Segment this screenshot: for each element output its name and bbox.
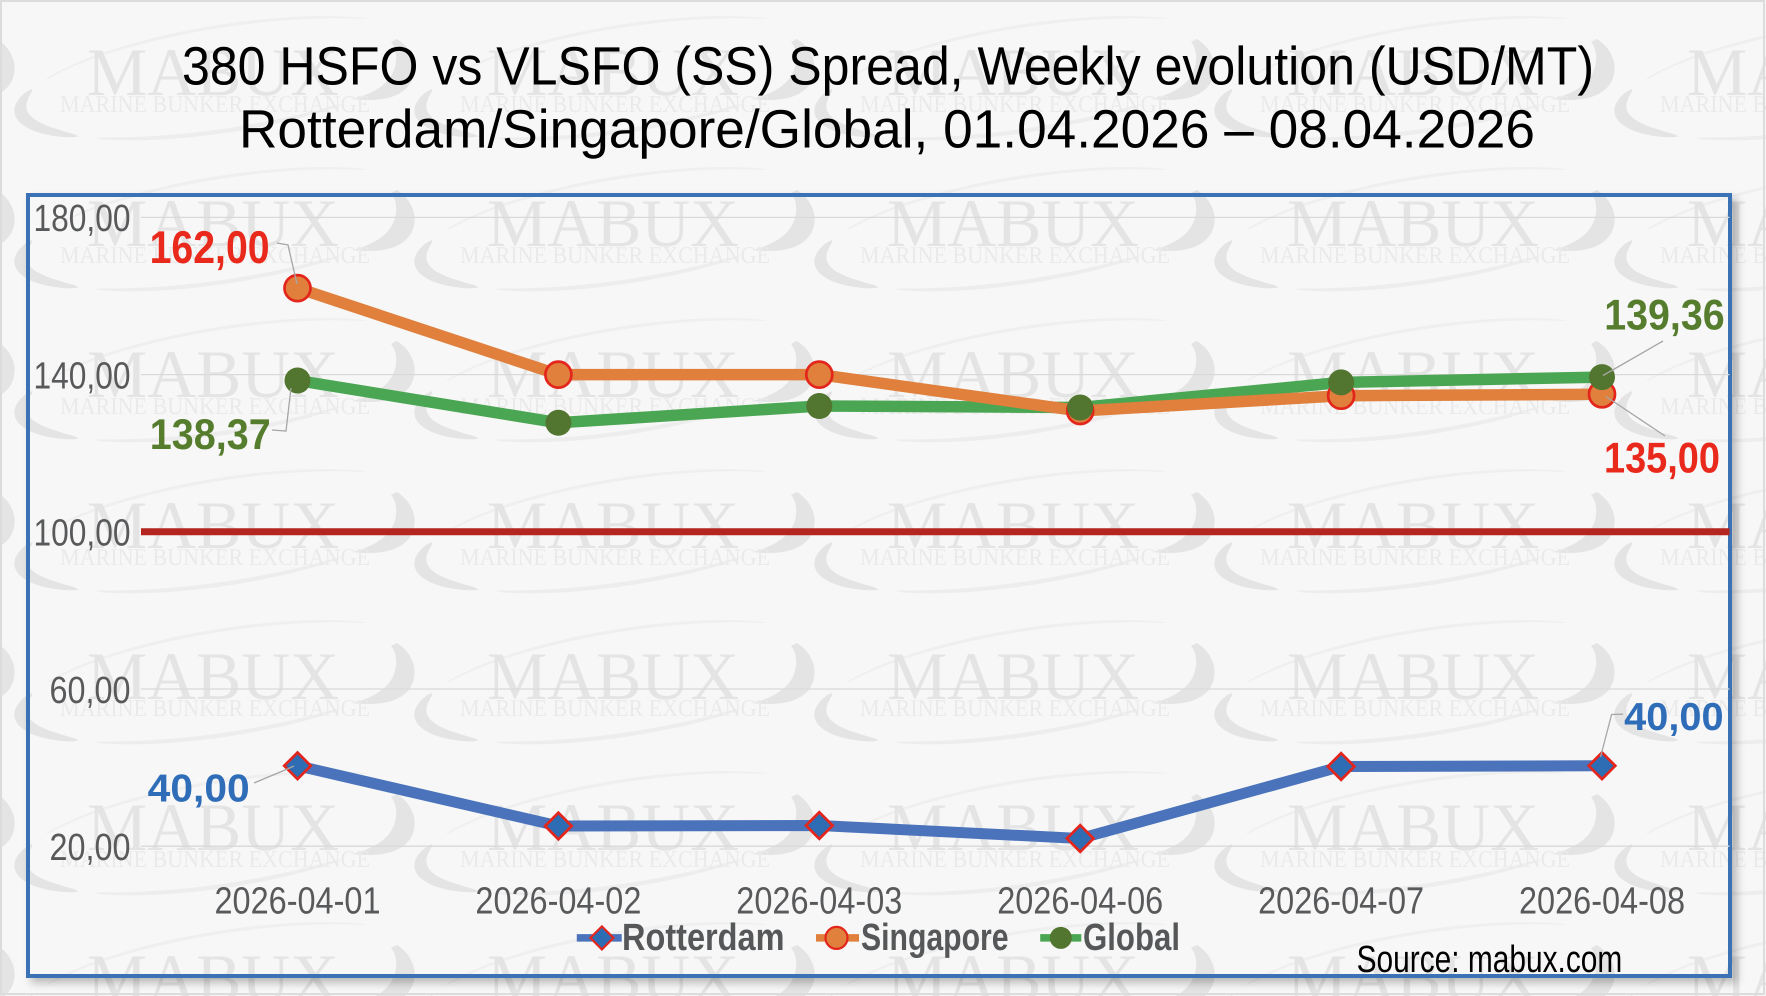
svg-text:2026-04-03: 2026-04-03: [736, 881, 902, 923]
svg-text:Rotterdam/Singapore/Global, 01: Rotterdam/Singapore/Global, 01.04.2026 –…: [239, 100, 1535, 160]
svg-text:135,00: 135,00: [1604, 435, 1720, 483]
svg-text:2026-04-07: 2026-04-07: [1258, 881, 1424, 923]
svg-text:60,00: 60,00: [50, 670, 131, 712]
svg-text:100,00: 100,00: [34, 513, 131, 555]
svg-text:20,00: 20,00: [50, 827, 131, 869]
svg-text:2026-04-06: 2026-04-06: [997, 881, 1163, 923]
svg-text:139,36: 139,36: [1604, 292, 1725, 340]
svg-text:380 HSFO vs VLSFO (SS) Spread,: 380 HSFO vs VLSFO (SS) Spread, Weekly ev…: [182, 37, 1594, 97]
svg-text:2026-04-08: 2026-04-08: [1519, 881, 1685, 923]
svg-text:40,00: 40,00: [1624, 696, 1723, 739]
svg-text:Rotterdam: Rotterdam: [622, 917, 785, 959]
svg-text:138,37: 138,37: [150, 411, 271, 459]
svg-text:180,00: 180,00: [34, 198, 131, 240]
svg-text:140,00: 140,00: [34, 355, 131, 397]
svg-text:2026-04-01: 2026-04-01: [215, 881, 381, 923]
svg-text:2026-04-02: 2026-04-02: [475, 881, 641, 923]
svg-text:Singapore: Singapore: [861, 917, 1009, 959]
svg-text:Global: Global: [1083, 917, 1180, 959]
svg-text:Source: mabux.com: Source: mabux.com: [1357, 939, 1623, 981]
svg-text:40,00: 40,00: [148, 768, 250, 811]
svg-text:162,00: 162,00: [150, 221, 270, 273]
